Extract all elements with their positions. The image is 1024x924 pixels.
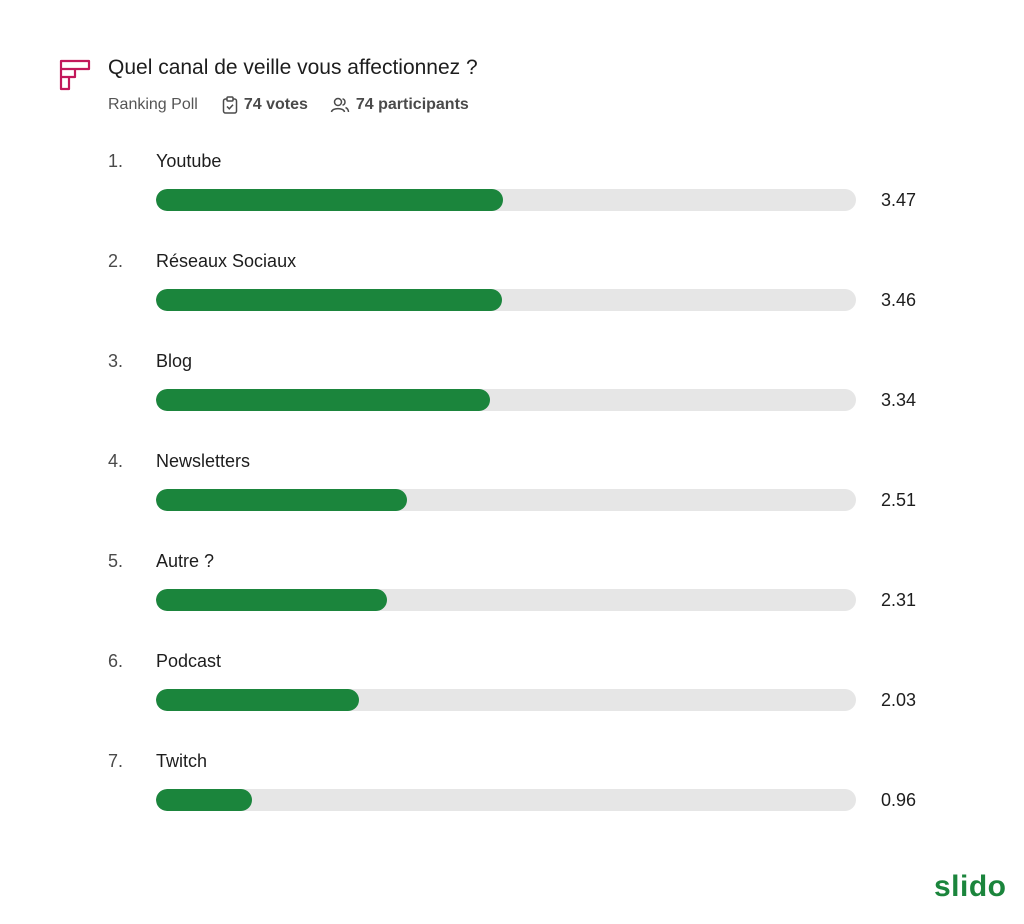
score-value: 3.46	[880, 290, 916, 310]
poll-type: Ranking Poll	[108, 96, 198, 113]
bar-track	[156, 489, 856, 511]
rank-number: 5.	[108, 551, 124, 571]
participants-count: 74 participants	[355, 96, 469, 113]
bar-fill	[156, 789, 252, 811]
rank-number: 1.	[108, 151, 124, 171]
poll-meta: Ranking Poll 74 votes 74 participants	[108, 94, 491, 116]
rank-number: 6.	[108, 651, 124, 671]
score-value: 2.03	[880, 690, 916, 710]
option-label: Youtube	[156, 151, 222, 171]
option-label: Podcast	[156, 651, 222, 671]
score-value: 3.34	[880, 390, 916, 410]
bar-track	[156, 389, 856, 411]
ranking-poll-icon	[59, 59, 91, 91]
option-label: Twitch	[156, 751, 208, 771]
poll-title: Quel canal de veille vous affectionnez ?	[108, 56, 478, 79]
bar-track	[156, 589, 856, 611]
ranking-item: 5. Autre ? 2.31	[0, 551, 1024, 611]
participants-stat: 74 participants	[330, 96, 469, 114]
votes-stat: 74 votes	[222, 96, 308, 114]
clipboard-check-icon	[222, 96, 238, 114]
bar-track	[156, 189, 856, 211]
bar-fill	[156, 389, 490, 411]
score-value: 2.51	[880, 490, 916, 510]
bar-track	[156, 689, 856, 711]
rank-number: 3.	[108, 351, 124, 371]
slido-logo: slido	[934, 870, 1007, 903]
bar-track	[156, 289, 856, 311]
ranking-item: 3. Blog 3.34	[0, 351, 1024, 411]
rank-number: 4.	[108, 451, 124, 471]
bar-fill	[156, 489, 407, 511]
bar-fill	[156, 589, 387, 611]
option-label: Newsletters	[156, 451, 251, 471]
rank-number: 2.	[108, 251, 124, 271]
option-label: Réseaux Sociaux	[156, 251, 297, 271]
ranking-item: 7. Twitch 0.96	[0, 751, 1024, 811]
option-label: Autre ?	[156, 551, 215, 571]
participants-icon	[330, 97, 350, 113]
option-label: Blog	[156, 351, 193, 371]
bar-fill	[156, 689, 359, 711]
ranking-item: 6. Podcast 2.03	[0, 651, 1024, 711]
votes-count: 74 votes	[243, 96, 308, 113]
ranking-item: 2. Réseaux Sociaux 3.46	[0, 251, 1024, 311]
score-value: 3.47	[880, 190, 916, 210]
bar-fill	[156, 189, 503, 211]
bar-fill	[156, 289, 502, 311]
score-value: 2.31	[880, 590, 916, 610]
rank-number: 7.	[108, 751, 124, 771]
bar-track	[156, 789, 856, 811]
ranking-item: 1. Youtube 3.47	[0, 151, 1024, 211]
ranking-item: 4. Newsletters 2.51	[0, 451, 1024, 511]
score-value: 0.96	[880, 790, 916, 810]
